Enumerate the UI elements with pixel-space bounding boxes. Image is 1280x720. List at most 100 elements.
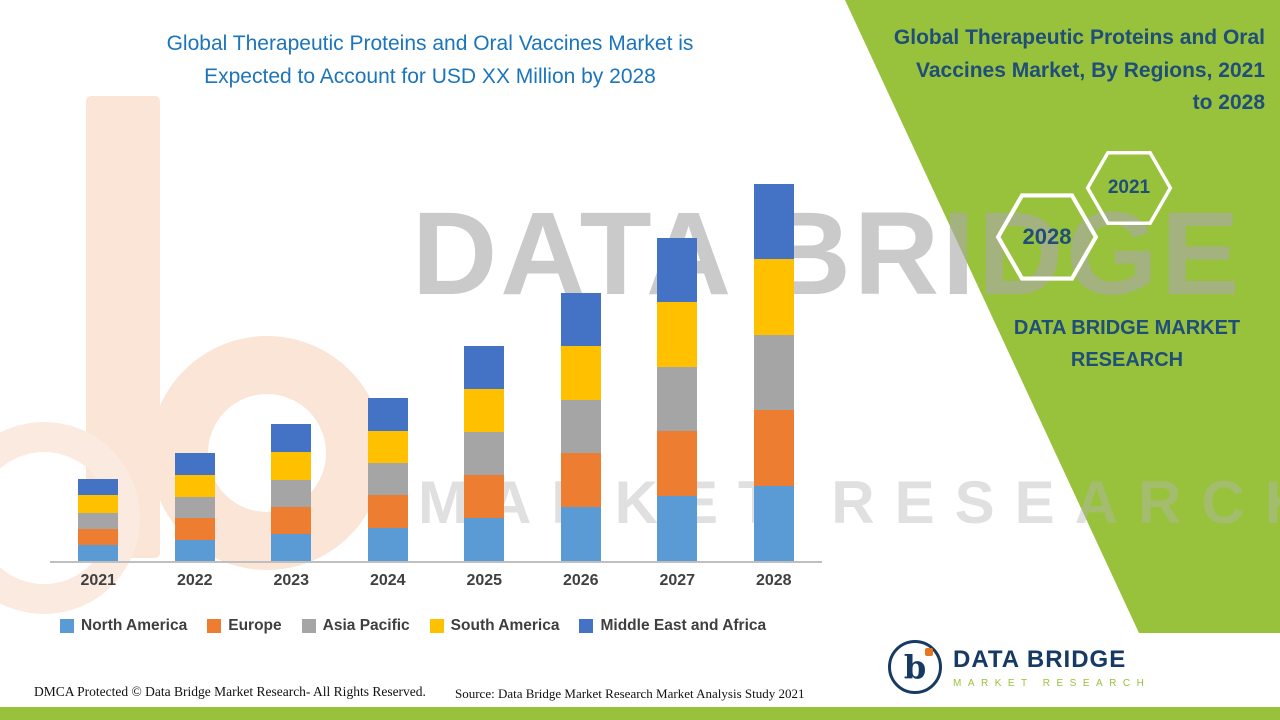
bar-segment [78, 479, 119, 495]
dmca-notice: DMCA Protected © Data Bridge Market Rese… [34, 684, 426, 699]
stacked-bar-chart: 2021 2022 2023 2024 2025 2026 2027 2028 [50, 168, 822, 590]
bar-stack [367, 398, 408, 561]
bar-segment [271, 452, 312, 480]
bar-segment [657, 496, 698, 561]
hexagon-outline-icon [995, 193, 1099, 281]
bar-column-2023 [243, 424, 340, 561]
x-axis-label: 2023 [273, 572, 310, 589]
hexagon-2028: 2028 [995, 192, 1099, 282]
x-axis-label: 2027 [659, 572, 696, 589]
logo-subtitle: MARKET RESEARCH [953, 677, 1151, 689]
legend-label: Middle East and Africa [600, 617, 767, 634]
x-axis-labels: 2021 2022 2023 2024 2025 2026 2027 2028 [50, 572, 822, 590]
bar-segment [271, 424, 312, 452]
bar-segment [464, 389, 505, 432]
legend-label: South America [450, 617, 560, 634]
legend-swatch [429, 619, 444, 633]
bar-segment [271, 507, 312, 534]
bar-segment [271, 480, 312, 507]
bar-segment [174, 475, 215, 497]
x-axis-label: 2025 [466, 572, 503, 589]
bar-segment [560, 507, 601, 561]
logo-accent-icon [925, 648, 933, 656]
bar-stack [657, 238, 698, 561]
bar-column-2021 [50, 479, 147, 561]
bar-segment [560, 346, 601, 400]
bar-segment [174, 518, 215, 540]
bottom-green-strip [0, 707, 1280, 720]
legend-swatch [60, 619, 74, 633]
bar-segment [753, 335, 794, 410]
logo-name: DATA BRIDGE [953, 645, 1127, 673]
chart-title-line2: Expected to Account for USD XX Million b… [204, 64, 656, 88]
x-axis-label: 2028 [755, 572, 792, 589]
bar-stack [753, 184, 794, 561]
bar-segment [657, 367, 698, 431]
bar-segment [78, 495, 119, 513]
bar-segment [78, 513, 119, 529]
bar-segment [464, 518, 505, 561]
legend-item: Asia Pacific [301, 617, 410, 635]
bar-stack [78, 479, 119, 561]
hexagon-outline-icon [1085, 151, 1173, 225]
bar-stack [464, 346, 505, 561]
legend-item: Europe [207, 617, 282, 635]
legend-item: Middle East and Africa [579, 617, 766, 635]
legend: North America Europe Asia Pacific South Ame… [60, 617, 766, 635]
brand-name: DATA BRIDGE MARKET RESEARCH [1013, 317, 1241, 371]
hexagon-2021-label: 2021 [1107, 177, 1151, 198]
bar-segment [753, 184, 794, 259]
bar-segment [367, 528, 408, 561]
bar-segment [753, 410, 794, 486]
bar-segment [174, 497, 215, 518]
panel-heading: Global Therapeutic Proteins and Oral Vac… [893, 26, 1265, 115]
data-bridge-logo-icon: b [888, 640, 942, 694]
bar-segment [560, 293, 601, 346]
x-axis-label: 2026 [562, 572, 599, 589]
bar-column-2024 [340, 398, 437, 561]
bar-column-2028 [726, 184, 823, 561]
legend-item: North America [60, 617, 187, 635]
chart-title-line1: Global Therapeutic Proteins and Oral Vac… [166, 32, 694, 55]
logo-text-block: DATA BRIDGE MARKET RESEARCH [953, 646, 1150, 689]
hexagon-2028-label: 2028 [1022, 224, 1072, 249]
x-axis-label: 2021 [80, 572, 117, 589]
x-axis-label: 2024 [369, 572, 406, 589]
bar-column-2026 [533, 293, 630, 561]
bar-segment [657, 431, 698, 496]
bar-segment [367, 431, 408, 463]
bar-segment [753, 486, 794, 561]
legend-item: South America [429, 617, 560, 635]
bar-column-2025 [436, 346, 533, 561]
legend-label: North America [81, 617, 188, 634]
bar-stack [271, 424, 312, 561]
chart-title: Global Therapeutic Proteins and Oral Vac… [120, 28, 740, 93]
bar-segment [560, 400, 601, 453]
legend-label: Asia Pacific [322, 617, 410, 634]
bar-segment [464, 346, 505, 389]
bar-stack [174, 453, 215, 561]
x-axis-label: 2022 [176, 572, 213, 589]
bar-segment [174, 453, 215, 475]
plot-area [50, 168, 822, 563]
bar-segment [464, 475, 505, 518]
bar-segment [560, 453, 601, 507]
bar-segment [657, 302, 698, 367]
legend-label: Europe [228, 617, 282, 634]
bar-segment [367, 495, 408, 528]
bar-segment [367, 398, 408, 431]
bar-segment [657, 238, 698, 302]
bar-segment [367, 463, 408, 495]
logo-letter: b [903, 648, 927, 686]
bar-column-2027 [629, 238, 726, 561]
bar-segment [271, 534, 312, 561]
bar-segment [464, 432, 505, 475]
legend-swatch [579, 619, 594, 633]
bar-segment [78, 529, 119, 545]
hexagon-2021: 2021 [1085, 150, 1173, 226]
legend-swatch [207, 619, 222, 633]
bar-segment [753, 259, 794, 335]
bar-column-2022 [147, 453, 244, 561]
source-note: Source: Data Bridge Market Research Mark… [455, 686, 805, 701]
